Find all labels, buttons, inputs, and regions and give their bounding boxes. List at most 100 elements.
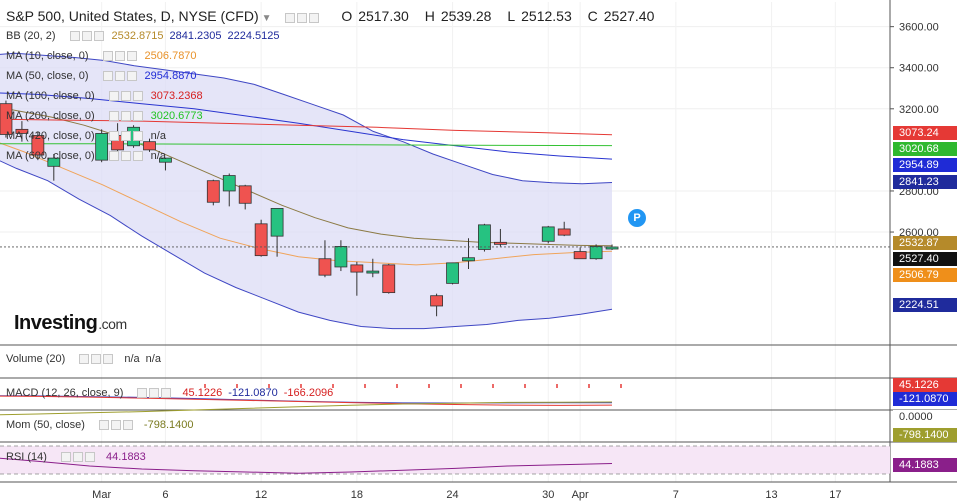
close-icon[interactable]	[93, 31, 104, 41]
candle-body	[31, 135, 45, 156]
macd-line-tag: -121.0870	[893, 392, 957, 406]
chart-header: S&P 500, United States, D, NYSE (CFD) ▼ O…	[6, 8, 666, 24]
ma50-line	[0, 92, 613, 160]
investing-logo: Investing.com	[14, 312, 127, 334]
gear-icon[interactable]	[91, 354, 102, 364]
close-icon[interactable]	[132, 91, 143, 101]
candle-body	[159, 157, 172, 163]
close-icon[interactable]	[132, 111, 143, 121]
macd-label: MACD (12, 26, close, 9)	[6, 387, 124, 399]
mom-zero-tick: 0.0000	[893, 410, 957, 424]
indicator-label[interactable]: MA (200, close, 0)	[6, 110, 95, 122]
eye-icon[interactable]	[108, 151, 119, 161]
indicator-value: 2841.2305	[169, 30, 222, 42]
candle-body	[446, 262, 459, 284]
macd-signal-line	[0, 395, 613, 406]
ma10-line	[0, 142, 613, 266]
close-icon[interactable]	[122, 420, 133, 430]
indicator-value: 2532.8715	[111, 30, 164, 42]
eye-icon[interactable]	[137, 388, 148, 398]
eye-icon[interactable]	[108, 111, 119, 121]
close-icon[interactable]	[132, 131, 143, 141]
eye-icon[interactable]	[102, 51, 113, 61]
x-tick-label: 17	[829, 489, 841, 501]
indicator-label[interactable]: BB (20, 2)	[6, 30, 56, 42]
eye-icon[interactable]	[79, 354, 90, 364]
indicator-row: MA (420, close, 0) n/a	[6, 130, 172, 142]
eye-icon[interactable]	[69, 31, 80, 41]
indicator-label[interactable]: MA (420, close, 0)	[6, 130, 95, 142]
close-icon[interactable]	[161, 388, 172, 398]
close-icon[interactable]	[103, 354, 114, 364]
eye-icon[interactable]	[285, 13, 296, 23]
candle-body	[462, 257, 475, 262]
x-tick-label: 6	[162, 489, 168, 501]
candle-body	[206, 180, 220, 203]
ma100-line	[0, 118, 613, 136]
gear-icon[interactable]	[297, 13, 308, 23]
gear-icon[interactable]	[120, 91, 131, 101]
y-tick-label: 3400.00	[899, 63, 939, 75]
volume-value: n/a	[145, 353, 161, 365]
gear-icon[interactable]	[120, 111, 131, 121]
eye-icon[interactable]	[60, 452, 71, 462]
indicator-label[interactable]: MA (600, close, 0)	[6, 150, 95, 162]
y-tick-label: 3200.00	[899, 104, 939, 116]
close-icon[interactable]	[126, 71, 137, 81]
candle-body	[222, 175, 236, 192]
eye-icon[interactable]	[102, 71, 113, 81]
volume-label: Volume (20)	[6, 353, 66, 365]
candle-body	[541, 226, 555, 242]
chevron-down-icon[interactable]: ▼	[261, 13, 272, 24]
candle-body	[238, 185, 252, 204]
rsi-legend: RSI (14) 44.1883	[6, 451, 152, 463]
close-icon[interactable]	[126, 51, 137, 61]
indicator-value: 3020.6773	[150, 110, 203, 122]
candle-body	[589, 246, 603, 260]
price-tag: 3073.24	[893, 126, 957, 140]
close-icon[interactable]	[84, 452, 95, 462]
indicator-value: n/a	[150, 130, 166, 142]
mom-legend: Mom (50, close) -798.1400	[6, 419, 199, 431]
indicator-label[interactable]: MA (50, close, 0)	[6, 70, 89, 82]
gear-icon[interactable]	[72, 452, 83, 462]
eye-icon[interactable]	[108, 91, 119, 101]
gear-icon[interactable]	[120, 151, 131, 161]
high-value: H 2539.28	[424, 8, 492, 24]
gear-icon[interactable]	[110, 420, 121, 430]
price-tag: 2532.87	[893, 236, 957, 250]
gear-icon[interactable]	[114, 71, 125, 81]
symbol-title[interactable]: S&P 500, United States, D, NYSE (CFD)	[6, 8, 259, 24]
gear-icon[interactable]	[120, 131, 131, 141]
mom-line	[0, 401, 613, 416]
price-tag: 2506.79	[893, 268, 957, 282]
indicator-label[interactable]: MA (100, close, 0)	[6, 90, 95, 102]
close-icon[interactable]	[309, 13, 320, 23]
gear-icon[interactable]	[149, 388, 160, 398]
p-badge[interactable]: P	[628, 209, 646, 227]
eye-icon[interactable]	[108, 131, 119, 141]
indicator-value: 2506.7870	[144, 50, 197, 62]
volume-legend: Volume (20) n/a n/a	[6, 353, 167, 365]
close-icon[interactable]	[132, 151, 143, 161]
x-tick-label: 30	[542, 489, 554, 501]
low-value: L 2512.53	[507, 8, 572, 24]
candle-body	[573, 251, 587, 260]
indicator-label[interactable]: MA (10, close, 0)	[6, 50, 89, 62]
candle-body	[493, 241, 507, 245]
x-tick-label: 7	[673, 489, 679, 501]
eye-icon[interactable]	[98, 420, 109, 430]
candle-body	[254, 223, 268, 257]
candle-body	[350, 264, 364, 273]
x-tick-label: 12	[255, 489, 267, 501]
volume-value: n/a	[124, 353, 140, 365]
candle-body	[382, 264, 396, 294]
macd-legend: MACD (12, 26, close, 9) 45.1226 -121.0870…	[6, 387, 339, 399]
x-tick-label: 24	[446, 489, 458, 501]
gear-icon[interactable]	[114, 51, 125, 61]
gear-icon[interactable]	[81, 31, 92, 41]
macd-histogram-value: 45.1226	[182, 387, 223, 399]
open-value: O 2517.30	[341, 8, 409, 24]
rsi-value: 44.1883	[106, 451, 146, 463]
